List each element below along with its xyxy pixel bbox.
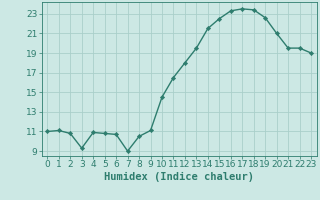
X-axis label: Humidex (Indice chaleur): Humidex (Indice chaleur) bbox=[104, 172, 254, 182]
